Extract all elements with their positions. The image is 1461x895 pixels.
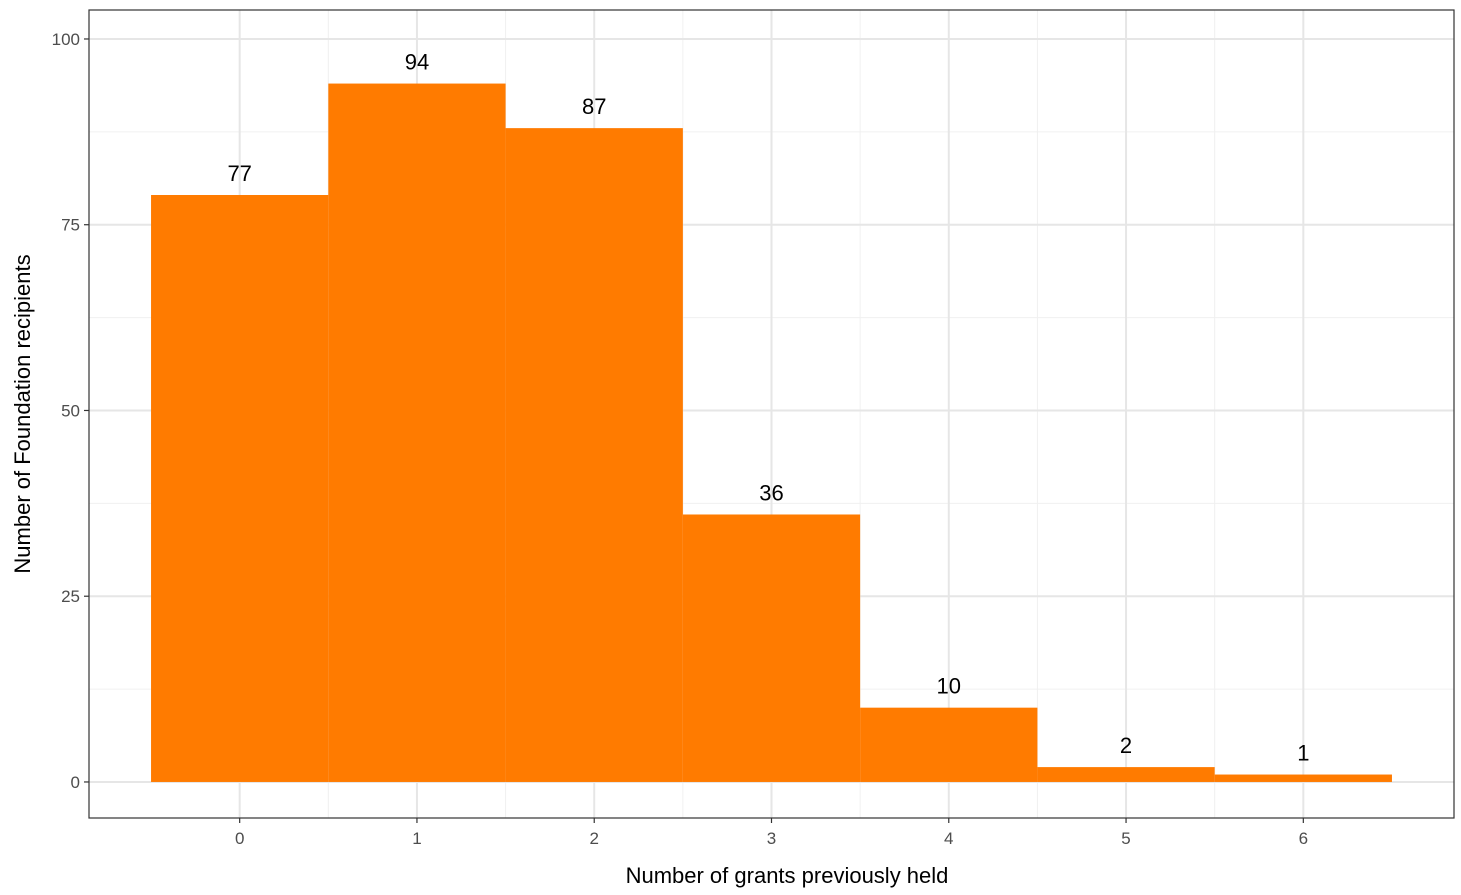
bar (505, 128, 683, 782)
y-tick-label: 100 (52, 30, 80, 49)
data-label: 87 (582, 94, 606, 119)
data-label: 1 (1297, 741, 1309, 766)
x-axis-title: Number of grants previously held (626, 863, 949, 888)
bars (151, 83, 1392, 782)
x-tick-label: 3 (767, 829, 776, 848)
x-tick-label: 6 (1299, 829, 1308, 848)
bar (1214, 774, 1392, 782)
y-tick-label: 75 (61, 216, 80, 235)
y-tick-label: 50 (61, 401, 80, 420)
x-tick-label: 2 (589, 829, 598, 848)
y-tick-label: 25 (61, 587, 80, 606)
data-label: 77 (227, 161, 251, 186)
x-tick-label: 1 (412, 829, 421, 848)
y-axis: 0 25 50 75 100 (52, 30, 89, 792)
data-label: 2 (1120, 733, 1132, 758)
bar (860, 707, 1038, 782)
bar (1037, 767, 1215, 782)
bar (151, 195, 329, 782)
y-axis-title: Number of Foundation recipients (10, 254, 35, 573)
x-tick-label: 0 (235, 829, 244, 848)
data-label: 36 (759, 480, 783, 505)
data-label: 10 (937, 674, 961, 699)
y-tick-label: 0 (71, 773, 80, 792)
data-label: 94 (405, 50, 429, 75)
bar (682, 514, 861, 782)
x-tick-label: 4 (944, 829, 953, 848)
x-tick-label: 5 (1121, 829, 1130, 848)
bar (328, 83, 506, 782)
x-axis: 0 1 2 3 4 5 6 (235, 818, 1308, 848)
data-labels: 77 94 87 36 10 2 1 (227, 50, 1309, 766)
